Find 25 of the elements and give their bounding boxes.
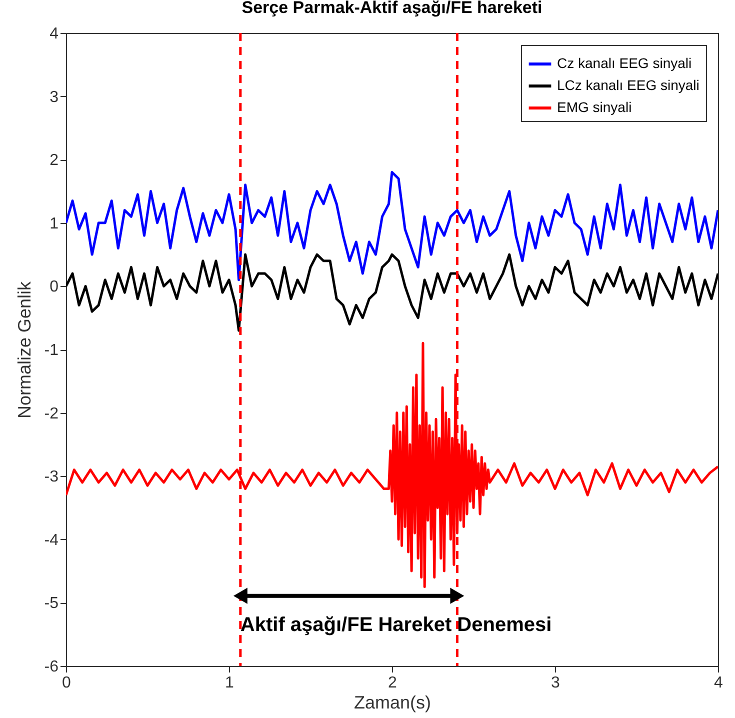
legend-label: EMG sinyali bbox=[557, 99, 632, 115]
y-tick-label: 3 bbox=[50, 88, 59, 106]
x-tick-label: 1 bbox=[225, 674, 234, 692]
legend-label: Cz kanalı EEG sinyali bbox=[557, 55, 692, 71]
line-series bbox=[66, 253, 718, 332]
x-axis-title: Zaman(s) bbox=[354, 692, 432, 712]
x-tick-label: 0 bbox=[62, 674, 72, 692]
x-tick-label: 4 bbox=[714, 674, 724, 692]
x-tick-label: 2 bbox=[388, 674, 398, 692]
y-axis-title: Normalize Genlik bbox=[14, 280, 34, 419]
y-tick-label: -2 bbox=[44, 405, 59, 422]
annotation: Aktif aşağı/FE Hareket Denemesi bbox=[240, 614, 552, 636]
legend-label: LCz kanalı EEG sinyali bbox=[557, 77, 700, 93]
x-tick-label: 3 bbox=[551, 674, 560, 692]
y-tick-label: -1 bbox=[44, 342, 59, 359]
line-series bbox=[66, 171, 718, 282]
y-tick-label: 4 bbox=[50, 26, 59, 42]
y-tick-label: -6 bbox=[44, 658, 59, 676]
y-tick-label: -5 bbox=[44, 595, 59, 612]
y-tick-label: 2 bbox=[50, 152, 59, 170]
y-tick-label: 1 bbox=[50, 215, 59, 232]
chart-title: Serçe Parmak-Aktif aşağı/FE hareketi bbox=[242, 0, 542, 17]
y-tick-label: -3 bbox=[44, 468, 59, 486]
y-tick-label: 0 bbox=[50, 278, 59, 296]
y-tick-label: -4 bbox=[44, 532, 59, 549]
